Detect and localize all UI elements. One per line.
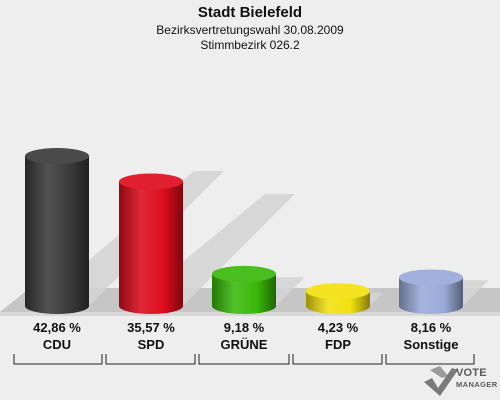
bar-top-sonstige — [399, 269, 463, 286]
category-bracket — [105, 354, 196, 365]
bar-grne — [212, 265, 276, 314]
bar-body-sonstige — [399, 277, 463, 314]
category-bracket — [13, 354, 103, 365]
bar-spd — [119, 173, 183, 314]
chart-floor-front — [0, 312, 500, 316]
bar-body-spd — [119, 181, 183, 314]
category-label-cdu: CDU — [42, 337, 72, 352]
value-label-cdu: 42,86 % — [33, 320, 81, 335]
vote-manager-logo — [424, 366, 458, 396]
logo-word-vote: VOTE — [456, 367, 487, 379]
logo-text: VOTE MANAGER — [456, 368, 498, 390]
value-label-gruene: 9,18 % — [223, 320, 265, 335]
bar-top-cdu — [25, 147, 89, 164]
chart-title: Stadt Bielefeld — [197, 4, 303, 21]
bar-cdu — [25, 147, 89, 314]
category-label-fdp: FDP — [325, 337, 351, 352]
value-label-fdp: 4,23 % — [317, 320, 359, 335]
category-label-gruene: GRÜNE — [220, 337, 268, 352]
value-label-spd: 35,57 % — [127, 320, 175, 335]
bar-top-fdp — [306, 283, 370, 300]
check-mark-icon — [424, 366, 458, 396]
bar-body-cdu — [25, 155, 89, 314]
logo-word-manager: MANAGER — [456, 380, 498, 389]
chart-subtitle: Bezirksvertretungswahl 30.08.2009 — [156, 23, 344, 37]
bar-body-grne — [212, 273, 276, 314]
value-label-sonstige: 8,16 % — [410, 320, 452, 335]
category-label-sonstige: Sonstige — [403, 337, 459, 352]
category-bracket — [198, 354, 290, 365]
category-bracket — [385, 354, 475, 365]
category-label-spd: SPD — [137, 337, 165, 352]
bar-fdp — [306, 283, 370, 314]
bar-top-spd — [119, 173, 183, 190]
chart-subtitle-district: Stimmbezirk 026.2 — [200, 38, 300, 52]
bar-top-grne — [212, 265, 276, 282]
bar-sonstige — [399, 269, 463, 314]
category-bracket — [292, 354, 383, 365]
